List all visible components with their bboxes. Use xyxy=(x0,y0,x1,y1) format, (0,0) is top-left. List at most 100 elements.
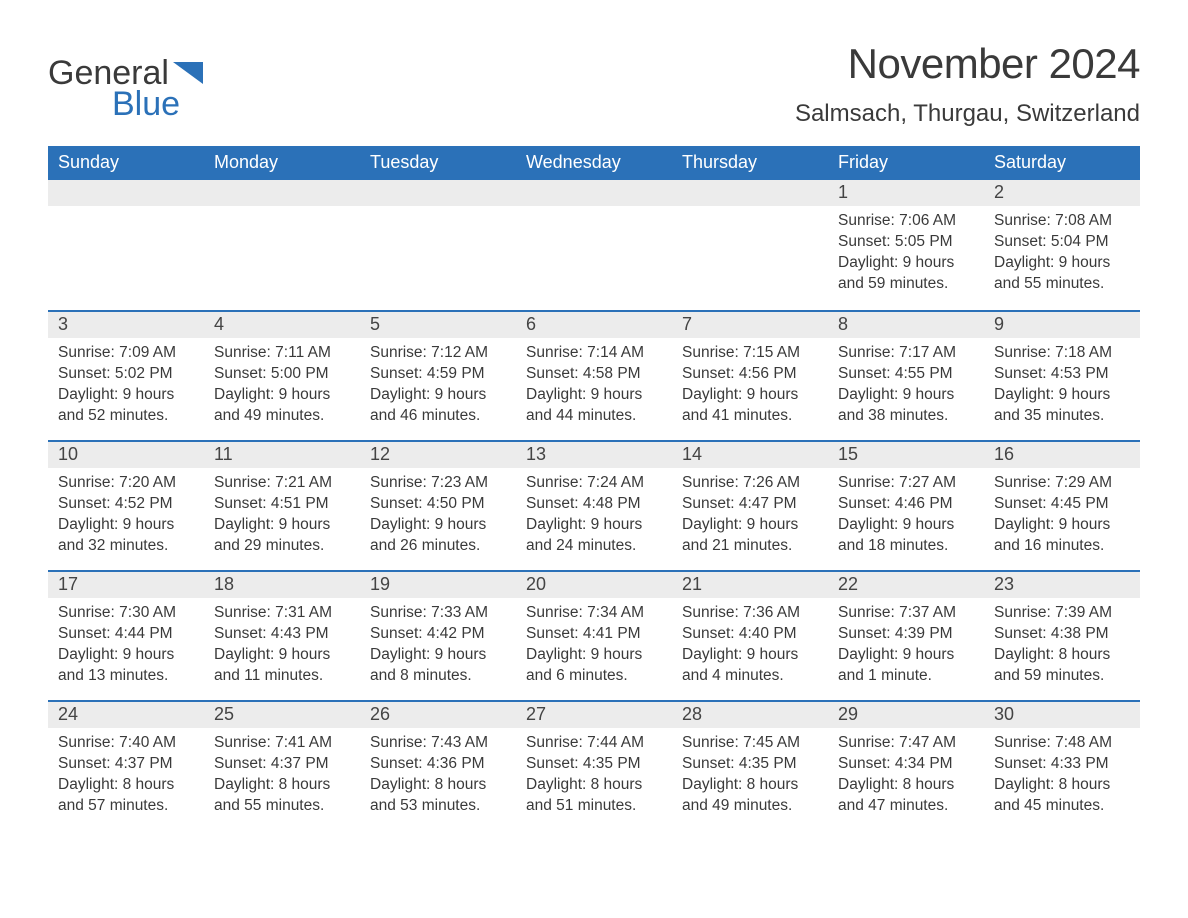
calendar-day-blank xyxy=(672,180,828,310)
daylight-text-line1: Daylight: 9 hours xyxy=(58,385,194,406)
sunset-text: Sunset: 4:35 PM xyxy=(526,754,662,775)
calendar-day: 5Sunrise: 7:12 AMSunset: 4:59 PMDaylight… xyxy=(360,312,516,440)
calendar-day-blank xyxy=(48,180,204,310)
calendar-day: 17Sunrise: 7:30 AMSunset: 4:44 PMDayligh… xyxy=(48,572,204,700)
day-number: 6 xyxy=(516,312,672,338)
sunrise-text: Sunrise: 7:17 AM xyxy=(838,343,974,364)
sunset-text: Sunset: 4:48 PM xyxy=(526,494,662,515)
calendar-week: 1Sunrise: 7:06 AMSunset: 5:05 PMDaylight… xyxy=(48,180,1140,310)
day-details: Sunrise: 7:33 AMSunset: 4:42 PMDaylight:… xyxy=(360,598,516,697)
daylight-text-line1: Daylight: 9 hours xyxy=(682,515,818,536)
daylight-text-line2: and 6 minutes. xyxy=(526,666,662,687)
weekday-header: Sunday xyxy=(48,146,204,180)
day-number: 11 xyxy=(204,442,360,468)
day-details: Sunrise: 7:17 AMSunset: 4:55 PMDaylight:… xyxy=(828,338,984,437)
daylight-text-line1: Daylight: 9 hours xyxy=(838,645,974,666)
day-number xyxy=(360,180,516,206)
sunset-text: Sunset: 4:55 PM xyxy=(838,364,974,385)
daylight-text-line2: and 41 minutes. xyxy=(682,406,818,427)
daylight-text-line2: and 13 minutes. xyxy=(58,666,194,687)
day-number xyxy=(516,180,672,206)
daylight-text-line1: Daylight: 9 hours xyxy=(526,515,662,536)
sunset-text: Sunset: 4:51 PM xyxy=(214,494,350,515)
weekday-header: Saturday xyxy=(984,146,1140,180)
weekday-header: Thursday xyxy=(672,146,828,180)
day-number: 8 xyxy=(828,312,984,338)
calendar-day: 15Sunrise: 7:27 AMSunset: 4:46 PMDayligh… xyxy=(828,442,984,570)
day-number: 27 xyxy=(516,702,672,728)
day-number: 10 xyxy=(48,442,204,468)
sunrise-text: Sunrise: 7:36 AM xyxy=(682,603,818,624)
daylight-text-line2: and 38 minutes. xyxy=(838,406,974,427)
sunrise-text: Sunrise: 7:21 AM xyxy=(214,473,350,494)
calendar-day: 20Sunrise: 7:34 AMSunset: 4:41 PMDayligh… xyxy=(516,572,672,700)
day-number: 9 xyxy=(984,312,1140,338)
day-number: 14 xyxy=(672,442,828,468)
daylight-text-line2: and 21 minutes. xyxy=(682,536,818,557)
sunset-text: Sunset: 4:37 PM xyxy=(58,754,194,775)
daylight-text-line1: Daylight: 8 hours xyxy=(370,775,506,796)
sunset-text: Sunset: 4:44 PM xyxy=(58,624,194,645)
daylight-text-line2: and 11 minutes. xyxy=(214,666,350,687)
sunset-text: Sunset: 4:35 PM xyxy=(682,754,818,775)
calendar-day: 14 Sunrise: 7:26 AMSunset: 4:47 PMDayligh… xyxy=(672,442,828,570)
sunset-text: Sunset: 4:59 PM xyxy=(370,364,506,385)
day-number: 28 xyxy=(672,702,828,728)
day-number: 16 xyxy=(984,442,1140,468)
sunset-text: Sunset: 4:45 PM xyxy=(994,494,1130,515)
calendar-day: 27Sunrise: 7:44 AMSunset: 4:35 PMDayligh… xyxy=(516,702,672,830)
calendar-day-blank xyxy=(204,180,360,310)
day-details: Sunrise: 7:45 AMSunset: 4:35 PMDaylight:… xyxy=(672,728,828,827)
sunset-text: Sunset: 4:37 PM xyxy=(214,754,350,775)
daylight-text-line1: Daylight: 8 hours xyxy=(994,645,1130,666)
calendar-day: 2Sunrise: 7:08 AMSunset: 5:04 PMDaylight… xyxy=(984,180,1140,310)
brand-text-blue: Blue xyxy=(112,85,180,124)
daylight-text-line1: Daylight: 9 hours xyxy=(214,515,350,536)
sunset-text: Sunset: 4:41 PM xyxy=(526,624,662,645)
sunrise-text: Sunrise: 7:27 AM xyxy=(838,473,974,494)
daylight-text-line1: Daylight: 8 hours xyxy=(682,775,818,796)
calendar-day: 4Sunrise: 7:11 AMSunset: 5:00 PMDaylight… xyxy=(204,312,360,440)
sunrise-text: Sunrise: 7:12 AM xyxy=(370,343,506,364)
sunset-text: Sunset: 4:47 PM xyxy=(682,494,818,515)
daylight-text-line1: Daylight: 8 hours xyxy=(994,775,1130,796)
daylight-text-line2: and 8 minutes. xyxy=(370,666,506,687)
calendar-week: 24Sunrise: 7:40 AMSunset: 4:37 PMDayligh… xyxy=(48,700,1140,830)
sunrise-text: Sunrise: 7:37 AM xyxy=(838,603,974,624)
sunset-text: Sunset: 5:05 PM xyxy=(838,232,974,253)
daylight-text-line2: and 55 minutes. xyxy=(214,796,350,817)
daylight-text-line2: and 45 minutes. xyxy=(994,796,1130,817)
sunrise-text: Sunrise: 7:30 AM xyxy=(58,603,194,624)
daylight-text-line2: and 49 minutes. xyxy=(214,406,350,427)
daylight-text-line1: Daylight: 9 hours xyxy=(526,385,662,406)
sunset-text: Sunset: 4:39 PM xyxy=(838,624,974,645)
daylight-text-line1: Daylight: 8 hours xyxy=(526,775,662,796)
day-details: Sunrise: 7:24 AMSunset: 4:48 PMDaylight:… xyxy=(516,468,672,567)
day-details: Sunrise: 7:43 AMSunset: 4:36 PMDaylight:… xyxy=(360,728,516,827)
calendar-day-blank xyxy=(360,180,516,310)
daylight-text-line1: Daylight: 9 hours xyxy=(682,645,818,666)
day-number: 19 xyxy=(360,572,516,598)
day-details: Sunrise: 7:21 AMSunset: 4:51 PMDaylight:… xyxy=(204,468,360,567)
sunrise-text: Sunrise: 7:26 AM xyxy=(682,473,818,494)
day-details: Sunrise: 7:31 AMSunset: 4:43 PMDaylight:… xyxy=(204,598,360,697)
daylight-text-line1: Daylight: 9 hours xyxy=(370,385,506,406)
sunset-text: Sunset: 4:34 PM xyxy=(838,754,974,775)
day-details: Sunrise: 7:14 AMSunset: 4:58 PMDaylight:… xyxy=(516,338,672,437)
sunset-text: Sunset: 5:04 PM xyxy=(994,232,1130,253)
sunset-text: Sunset: 5:02 PM xyxy=(58,364,194,385)
day-details: Sunrise: 7:27 AMSunset: 4:46 PMDaylight:… xyxy=(828,468,984,567)
page-title: November 2024 xyxy=(795,40,1140,88)
day-details: Sunrise: 7:23 AMSunset: 4:50 PMDaylight:… xyxy=(360,468,516,567)
day-details: Sunrise: 7:09 AMSunset: 5:02 PMDaylight:… xyxy=(48,338,204,437)
sunrise-text: Sunrise: 7:24 AM xyxy=(526,473,662,494)
daylight-text-line1: Daylight: 9 hours xyxy=(214,645,350,666)
calendar-day: 28Sunrise: 7:45 AMSunset: 4:35 PMDayligh… xyxy=(672,702,828,830)
sunrise-text: Sunrise: 7:06 AM xyxy=(838,211,974,232)
calendar-day: 8Sunrise: 7:17 AMSunset: 4:55 PMDaylight… xyxy=(828,312,984,440)
day-details: Sunrise: 7:06 AMSunset: 5:05 PMDaylight:… xyxy=(828,206,984,305)
day-details: Sunrise: 7:08 AMSunset: 5:04 PMDaylight:… xyxy=(984,206,1140,305)
page-subtitle: Salmsach, Thurgau, Switzerland xyxy=(795,100,1140,128)
day-details: Sunrise: 7:12 AMSunset: 4:59 PMDaylight:… xyxy=(360,338,516,437)
calendar-day: 16Sunrise: 7:29 AMSunset: 4:45 PMDayligh… xyxy=(984,442,1140,570)
